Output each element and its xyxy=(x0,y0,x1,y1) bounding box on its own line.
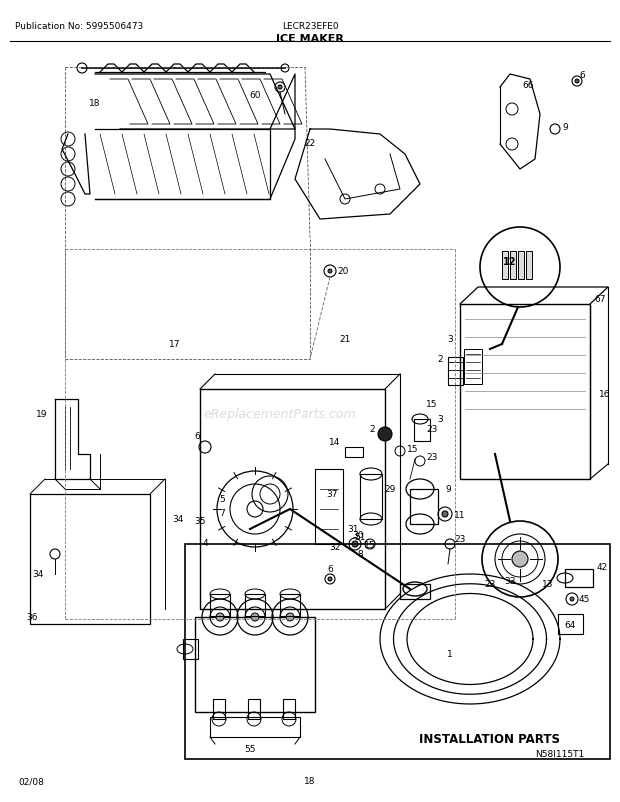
Text: 16: 16 xyxy=(600,390,611,399)
Text: 5: 5 xyxy=(219,495,225,504)
Text: 60: 60 xyxy=(249,91,261,99)
Text: 1: 1 xyxy=(447,650,453,658)
Bar xyxy=(183,639,198,659)
Text: 29: 29 xyxy=(384,485,396,494)
Text: 34: 34 xyxy=(32,569,43,579)
Bar xyxy=(283,699,295,719)
Text: 34: 34 xyxy=(172,515,184,524)
Circle shape xyxy=(328,269,332,273)
Text: Publication No: 5995506473: Publication No: 5995506473 xyxy=(15,22,143,31)
Bar xyxy=(460,305,590,480)
Bar xyxy=(245,594,265,616)
Bar xyxy=(558,614,583,634)
Bar xyxy=(200,390,385,610)
Bar xyxy=(565,569,593,587)
Bar xyxy=(410,489,438,525)
Bar xyxy=(414,419,430,441)
Text: 6: 6 xyxy=(327,565,333,573)
Text: 21: 21 xyxy=(339,335,351,344)
Bar xyxy=(185,545,610,759)
Text: 23: 23 xyxy=(427,425,438,434)
Text: N58I115T1: N58I115T1 xyxy=(536,750,585,759)
Text: 15: 15 xyxy=(364,540,376,549)
Bar xyxy=(30,494,150,624)
Bar xyxy=(360,475,382,520)
Text: 33: 33 xyxy=(504,577,516,585)
Text: 66: 66 xyxy=(522,80,534,89)
Text: 3: 3 xyxy=(447,335,453,344)
Text: ICE MAKER: ICE MAKER xyxy=(276,34,344,44)
Text: 9: 9 xyxy=(562,124,568,132)
Text: 31: 31 xyxy=(347,525,359,534)
Text: 6: 6 xyxy=(194,432,200,441)
Text: 13: 13 xyxy=(542,580,554,589)
Bar xyxy=(518,252,524,280)
Text: 36: 36 xyxy=(26,613,38,622)
Text: 35: 35 xyxy=(194,516,206,526)
Text: 2: 2 xyxy=(369,425,375,434)
Text: 8: 8 xyxy=(357,550,363,559)
Bar xyxy=(510,252,516,280)
Text: 64: 64 xyxy=(564,621,576,630)
Circle shape xyxy=(286,614,294,622)
Text: 23: 23 xyxy=(427,453,438,462)
Bar xyxy=(248,699,260,719)
Text: 22: 22 xyxy=(304,138,316,148)
Circle shape xyxy=(570,597,574,602)
Circle shape xyxy=(278,86,282,90)
Text: 55: 55 xyxy=(244,744,255,754)
Bar xyxy=(210,717,300,737)
Text: 4: 4 xyxy=(202,538,208,547)
Circle shape xyxy=(378,427,392,441)
Text: 12: 12 xyxy=(503,257,516,267)
Text: 18: 18 xyxy=(304,776,316,785)
Text: 18: 18 xyxy=(89,99,101,107)
Text: 20: 20 xyxy=(337,267,348,276)
Bar xyxy=(526,252,532,280)
Text: INSTALLATION PARTS: INSTALLATION PARTS xyxy=(420,732,560,746)
Text: 15: 15 xyxy=(407,445,419,454)
Text: 11: 11 xyxy=(454,510,466,519)
Text: 67: 67 xyxy=(594,295,606,304)
Text: 6: 6 xyxy=(579,71,585,79)
Text: 42: 42 xyxy=(596,563,608,572)
Bar xyxy=(502,252,508,280)
Text: 9: 9 xyxy=(445,485,451,494)
Bar xyxy=(345,448,363,457)
Text: 19: 19 xyxy=(36,410,48,419)
Text: 23: 23 xyxy=(484,580,495,589)
Text: 14: 14 xyxy=(329,438,340,447)
Text: LECR23EFE0: LECR23EFE0 xyxy=(281,22,339,31)
Text: 02/08: 02/08 xyxy=(18,776,44,785)
Circle shape xyxy=(575,80,579,84)
Text: 37: 37 xyxy=(326,490,338,499)
Circle shape xyxy=(352,541,358,547)
Text: 7: 7 xyxy=(219,508,225,518)
Bar xyxy=(195,618,315,712)
Text: 23: 23 xyxy=(454,535,466,544)
Circle shape xyxy=(251,614,259,622)
Text: 51: 51 xyxy=(354,533,366,542)
Text: eReplacementParts.com: eReplacementParts.com xyxy=(204,408,356,421)
Circle shape xyxy=(216,614,224,622)
Bar xyxy=(400,585,430,599)
Text: 2: 2 xyxy=(437,355,443,364)
Text: 3: 3 xyxy=(437,415,443,424)
Text: 17: 17 xyxy=(169,340,181,349)
Text: 32: 32 xyxy=(329,543,340,552)
Bar xyxy=(213,699,225,719)
Bar xyxy=(464,350,482,384)
Text: 45: 45 xyxy=(578,595,590,604)
Text: 30: 30 xyxy=(352,530,364,539)
Circle shape xyxy=(442,512,448,517)
Bar xyxy=(210,594,230,616)
Text: 15: 15 xyxy=(426,400,438,409)
Bar xyxy=(315,469,343,545)
Bar xyxy=(448,358,463,386)
Circle shape xyxy=(328,577,332,581)
Circle shape xyxy=(512,551,528,567)
Bar xyxy=(280,594,300,616)
